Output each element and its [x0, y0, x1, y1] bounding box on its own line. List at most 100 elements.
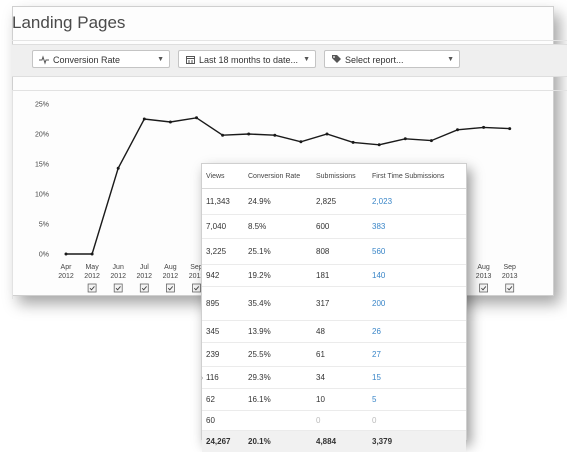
table-row: 62 16.1% 10 5	[202, 388, 466, 411]
y-tick-label: 5%	[39, 222, 49, 229]
x-tick-year-label: 2012	[189, 273, 205, 280]
landing-pages-table: Views Conversion Rate Submissions First …	[201, 163, 467, 452]
views-cell: 942	[202, 264, 244, 287]
table-row: 239 25.5% 61 27	[202, 342, 466, 367]
column-header-conversion-rate[interactable]: Conversion Rate	[244, 164, 312, 189]
chevron-down-icon: ▼	[303, 56, 310, 63]
series-line	[66, 117, 510, 255]
calendar-icon	[184, 51, 196, 70]
x-tick-year-label: 2013	[502, 273, 518, 280]
annotation-icon	[505, 283, 515, 293]
views-cell: 62	[202, 388, 244, 411]
submissions-cell: 317	[312, 286, 368, 321]
data-point	[90, 252, 94, 256]
page-title: Landing Pages	[12, 13, 126, 32]
date-range-dropdown[interactable]: Last 18 months to date... ▼	[178, 50, 316, 68]
conversion-rate-cell: 8.5%	[244, 214, 312, 239]
x-tick-label: Apr	[61, 264, 73, 271]
submissions-cell: 61	[312, 342, 368, 367]
data-point	[247, 132, 251, 136]
data-point	[508, 127, 512, 131]
views-cell: 11,343	[202, 188, 244, 215]
x-tick-label: Jul	[140, 264, 149, 271]
tag-icon	[330, 51, 342, 70]
x-tick-label: Sep	[503, 264, 516, 271]
views-cell: 895	[202, 286, 244, 321]
submissions-cell: 48	[312, 320, 368, 343]
table-row: 60 0 0	[202, 410, 466, 431]
table-row: 345 13.9% 48 26	[202, 320, 466, 343]
views-cell: 116	[202, 366, 244, 389]
metric-dropdown-label: Conversion Rate	[53, 55, 121, 65]
x-tick-year-label: 2012	[110, 273, 126, 280]
data-point	[221, 133, 225, 137]
data-point	[142, 117, 146, 121]
data-point	[325, 132, 329, 136]
chevron-down-icon: ▼	[447, 56, 454, 63]
x-tick-year-label: 2013	[476, 273, 492, 280]
views-cell: 345	[202, 320, 244, 343]
submissions-cell: 34	[312, 366, 368, 389]
x-tick-label: Aug	[477, 264, 490, 271]
report-dropdown[interactable]: Select report... ▼	[324, 50, 460, 68]
data-point	[403, 137, 407, 141]
data-point	[456, 128, 459, 132]
x-tick-year-label: 2012	[163, 273, 179, 280]
total-conversion-rate: 20.1%	[244, 430, 312, 452]
submissions-cell: 0	[312, 410, 368, 431]
x-tick-year-label: 2012	[58, 273, 74, 280]
submissions-cell: 808	[312, 238, 368, 265]
y-tick-label: 0%	[39, 252, 49, 259]
chevron-down-icon: ▼	[157, 56, 164, 63]
first-time-submissions-link[interactable]: 5	[368, 388, 466, 411]
metric-dropdown[interactable]: Conversion Rate ▼	[32, 50, 170, 68]
conversion-rate-cell: 25.5%	[244, 342, 312, 367]
table-row: 7,040 8.5% 600 383	[202, 214, 466, 239]
column-header-views[interactable]: Views	[202, 164, 244, 189]
first-time-submissions-link[interactable]: 26	[368, 320, 466, 343]
y-tick-label: 10%	[35, 192, 49, 199]
first-time-submissions-link[interactable]: 200	[368, 286, 466, 321]
submissions-cell: 2,825	[312, 188, 368, 215]
first-time-submissions-link[interactable]: 2,023	[368, 188, 466, 215]
data-point	[116, 166, 120, 170]
table-row: 11,343 24.9% 2,825 2,023	[202, 188, 466, 215]
data-point	[299, 140, 303, 144]
annotation-icon	[479, 283, 489, 293]
annotation-icon	[192, 283, 201, 293]
data-point	[195, 116, 198, 120]
first-time-submissions-link[interactable]: 27	[368, 342, 466, 367]
views-cell: 7,040	[202, 214, 244, 239]
annotation-icon	[113, 283, 123, 293]
conversion-rate-cell: 16.1%	[244, 388, 312, 411]
filter-toolbar: Conversion Rate ▼ Last 18 months to date…	[12, 44, 567, 77]
data-point	[377, 143, 381, 147]
first-time-submissions-link[interactable]: 383	[368, 214, 466, 239]
conversion-rate-cell: 29.3%	[244, 366, 312, 389]
y-tick-label: 15%	[35, 162, 49, 169]
conversion-rate-cell: 19.2%	[244, 264, 312, 287]
conversion-rate-cell: 25.1%	[244, 238, 312, 265]
data-point	[351, 140, 355, 144]
submissions-cell: 600	[312, 214, 368, 239]
first-time-submissions-link[interactable]: 15	[368, 366, 466, 389]
data-point	[273, 133, 277, 137]
column-header-first-time-submissions[interactable]: First Time Submissions	[368, 164, 466, 189]
data-point	[168, 120, 172, 124]
column-header-submissions[interactable]: Submissions	[312, 164, 368, 189]
x-tick-label: Jun	[113, 264, 124, 271]
pulse-icon	[38, 51, 50, 71]
views-cell: 3,225	[202, 238, 244, 265]
data-point	[64, 252, 68, 256]
annotation-icon	[87, 283, 97, 293]
first-time-submissions-link[interactable]: 140	[368, 264, 466, 287]
table-row: 895 35.4% 317 200	[202, 286, 466, 321]
x-tick-year-label: 2012	[84, 273, 100, 280]
y-tick-label: 25%	[35, 102, 49, 109]
first-time-submissions-cell: 0	[368, 410, 466, 431]
views-cell: 239	[202, 342, 244, 367]
row-cursor-icon: ›	[201, 375, 204, 382]
first-time-submissions-link[interactable]: 560	[368, 238, 466, 265]
total-views: 24,267	[202, 430, 244, 452]
x-tick-label: Sep	[190, 264, 203, 271]
